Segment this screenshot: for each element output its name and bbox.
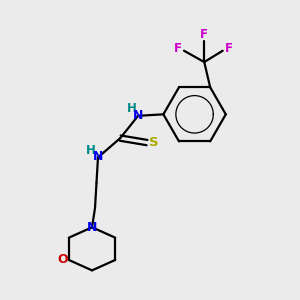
Text: H: H [85,143,95,157]
Text: S: S [149,136,158,149]
Text: N: N [133,109,143,122]
Text: N: N [87,221,97,234]
Text: F: F [200,28,208,41]
Text: F: F [225,42,232,55]
Text: O: O [57,254,68,266]
Text: H: H [127,102,136,115]
Text: F: F [174,42,182,55]
Text: N: N [93,150,103,163]
